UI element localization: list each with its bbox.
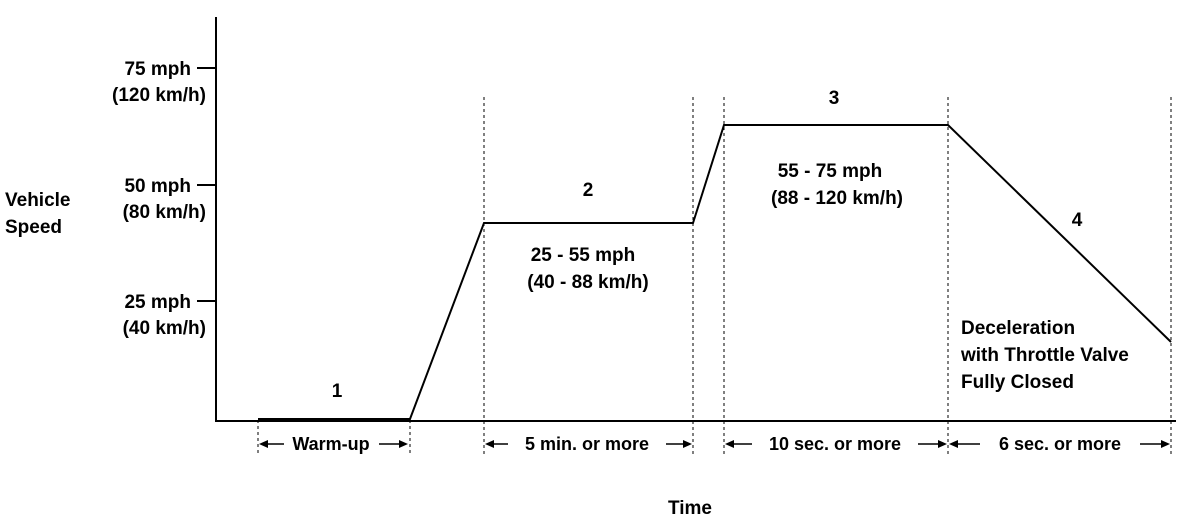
phase-1-number: 1	[332, 381, 343, 402]
duration-arrow-phase-2	[485, 440, 692, 448]
y-axis-title-line1: Vehicle	[5, 190, 71, 211]
tick-label-75-mph: 75 mph	[124, 59, 191, 80]
y-axis-title-line2: Speed	[5, 217, 62, 238]
tick-label-50-kmh: (80 km/h)	[123, 202, 206, 223]
phase-2-range-mph: 25 - 55 mph	[531, 245, 636, 266]
duration-label-warmup: Warm-up	[292, 434, 369, 454]
phase-4-note-line2: with Throttle Valve	[960, 345, 1129, 366]
phase-4-note-line3: Fully Closed	[961, 372, 1074, 393]
phase-4-note-line1: Deceleration	[961, 318, 1075, 339]
tick-label-50-mph: 50 mph	[124, 176, 191, 197]
phase-4-number: 4	[1072, 210, 1083, 231]
duration-label-phase-2: 5 min. or more	[525, 434, 649, 454]
phase-2-number: 2	[583, 180, 594, 201]
x-axis-title: Time	[668, 498, 712, 519]
phase-2-range-kmh: (40 - 88 km/h)	[527, 272, 648, 293]
phase-3-range-mph: 55 - 75 mph	[778, 161, 883, 182]
tick-label-75-kmh: (120 km/h)	[112, 85, 206, 106]
phase-3-range-kmh: (88 - 120 km/h)	[771, 188, 903, 209]
tick-label-25-mph: 25 mph	[124, 292, 191, 313]
phase-3-number: 3	[829, 88, 840, 109]
duration-label-phase-3: 10 sec. or more	[769, 434, 901, 454]
tick-label-25-kmh: (40 km/h)	[123, 318, 206, 339]
duration-arrow-phase-4	[949, 440, 1170, 448]
duration-arrow-phase-3	[725, 440, 947, 448]
duration-label-phase-4: 6 sec. or more	[999, 434, 1121, 454]
duration-arrow-warmup	[259, 440, 408, 448]
